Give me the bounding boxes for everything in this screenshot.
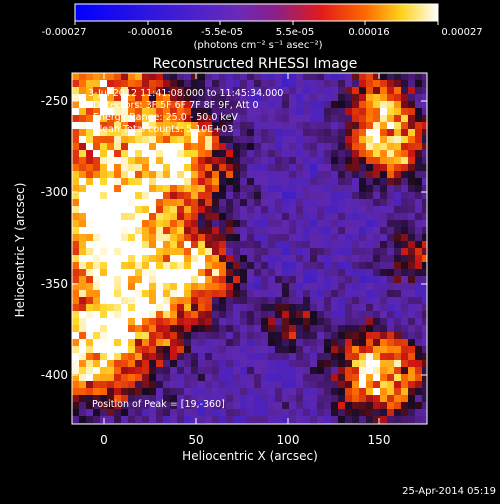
info-time-range: 3-Jul-2012 11:41:08.000 to 11:45:34.000 [88, 88, 283, 99]
y-tick-label: -400 [41, 368, 68, 382]
y-axis-ticks [72, 100, 427, 376]
info-block: 3-Jul-2012 11:41:08.000 to 11:45:34.000 … [88, 88, 283, 135]
x-axis-label: Heliocentric X (arcsec) [182, 449, 318, 463]
solar-image [72, 73, 427, 424]
colorbar-tick-label: 0.00027 [441, 27, 482, 38]
colorbar-tick-label: 5.5e-05 [276, 27, 314, 38]
colorbar [75, 4, 438, 21]
info-counts: Clean Total counts: 5.10E+03 [93, 124, 233, 135]
x-axis-ticks [103, 73, 380, 424]
colorbar-tick-label: 0.00016 [348, 27, 389, 38]
colorbar-ticks [74, 21, 439, 25]
x-tick-label: 50 [188, 433, 203, 447]
colorbar-tick-label: -5.5e-05 [201, 27, 243, 38]
info-energy-range: Energy Range: 25.0 - 50.0 keV [93, 112, 238, 123]
y-tick-label: -250 [41, 94, 68, 108]
info-detectors: Detectors: 3F 5F 6F 7F 8F 9F, Att 0 [93, 100, 259, 111]
plot-title: Reconstructed RHESSI Image [153, 56, 358, 72]
y-axis-label: Heliocentric Y (arcsec) [13, 183, 27, 318]
y-tick-label: -350 [41, 277, 68, 291]
x-tick-label: 0 [100, 433, 108, 447]
colorbar-tick-label: -0.00016 [128, 27, 173, 38]
peak-position-label: Position of Peak = [19,-360] [92, 399, 225, 410]
colorbar-tick-label: -0.00027 [42, 27, 87, 38]
colorbar-unit-label: (photons cm⁻² s⁻¹ asec⁻²) [193, 40, 322, 51]
x-tick-label: 150 [368, 433, 391, 447]
y-tick-label: -300 [41, 185, 68, 199]
footer-date: 25-Apr-2014 05:19 [402, 486, 496, 497]
plot-frame [71, 72, 428, 425]
x-tick-label: 100 [277, 433, 300, 447]
